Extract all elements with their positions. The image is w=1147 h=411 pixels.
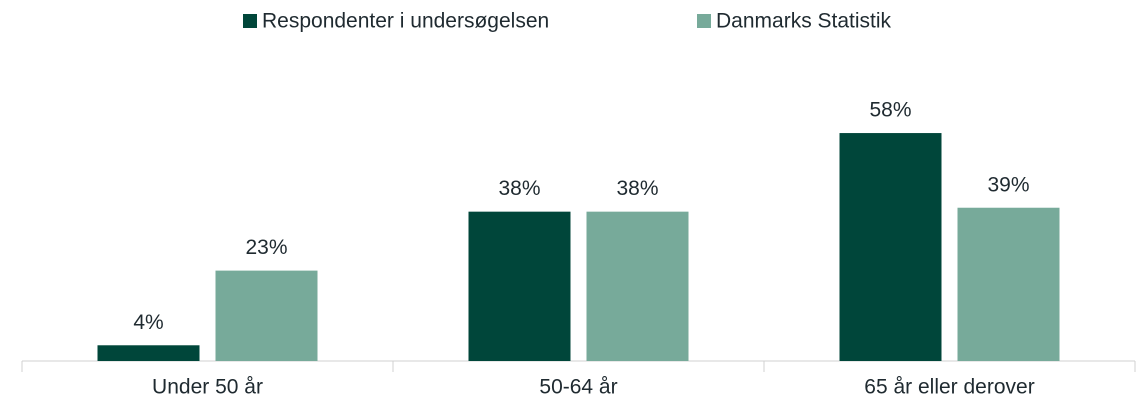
- value-label: 38%: [498, 177, 540, 200]
- bar: [215, 270, 318, 361]
- legend-swatch: [243, 14, 257, 28]
- bar: [957, 207, 1060, 361]
- x-tick-label: 65 år eller derover: [864, 376, 1034, 399]
- bar: [468, 211, 571, 361]
- bar: [97, 345, 200, 361]
- bar: [839, 133, 942, 361]
- value-label: 58%: [869, 99, 911, 122]
- bar: [586, 211, 689, 361]
- value-label: 23%: [245, 236, 287, 259]
- value-label: 4%: [133, 311, 163, 334]
- x-tick-label: 50-64 år: [539, 376, 617, 399]
- legend-label: Danmarks Statistik: [716, 10, 892, 33]
- legend-label: Respondenter i undersøgelsen: [262, 10, 549, 33]
- legend-swatch: [697, 14, 711, 28]
- x-tick-label: Under 50 år: [152, 376, 263, 399]
- value-label: 38%: [616, 177, 658, 200]
- value-label: 39%: [987, 173, 1029, 196]
